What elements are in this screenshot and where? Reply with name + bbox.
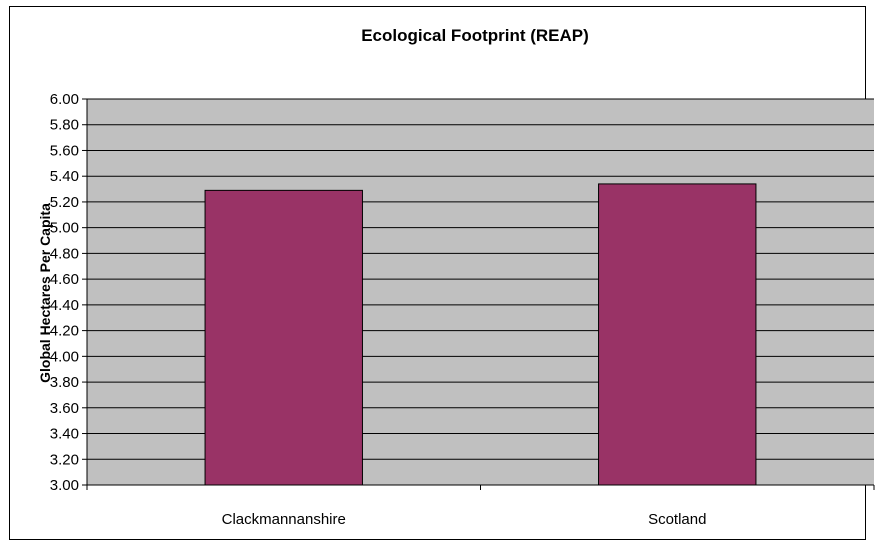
x-tick-label: Scotland xyxy=(648,511,706,528)
x-tick-label: Clackmannanshire xyxy=(222,511,346,528)
x-tick-labels: Clackmannanshire Scotland xyxy=(222,511,707,528)
y-tick-label: 3.80 xyxy=(50,374,79,391)
y-tick-label: 4.20 xyxy=(50,323,79,340)
y-tick-label: 5.00 xyxy=(50,220,79,237)
bar-clackmannanshire xyxy=(204,189,363,486)
y-tick-label: 3.60 xyxy=(50,400,79,417)
y-axis-label: Global Hectares Per Capita xyxy=(37,203,53,383)
y-tick-label: 4.60 xyxy=(50,271,79,288)
y-tick-label: 5.60 xyxy=(50,142,79,159)
y-tick-label: 5.80 xyxy=(50,117,79,134)
y-tick-labels: 3.00 3.20 3.40 3.60 3.80 4.00 4.20 4.40 4.60 4.80… xyxy=(50,91,79,494)
y-tick-label: 3.40 xyxy=(50,426,79,443)
y-tick-label: 4.40 xyxy=(50,297,79,314)
y-tick-label: 3.20 xyxy=(50,451,79,468)
bars xyxy=(204,183,757,486)
y-tick-label: 5.40 xyxy=(50,168,79,185)
bar-scotland xyxy=(598,183,757,486)
y-tick-label: 6.00 xyxy=(50,91,79,108)
chart-title: Ecological Footprint (REAP) xyxy=(361,26,589,45)
y-tick-label: 4.00 xyxy=(50,348,79,365)
y-tick-label: 5.20 xyxy=(50,194,79,211)
y-tick-label: 4.80 xyxy=(50,245,79,262)
axes xyxy=(82,98,875,490)
y-tick-label: 3.00 xyxy=(50,477,79,494)
